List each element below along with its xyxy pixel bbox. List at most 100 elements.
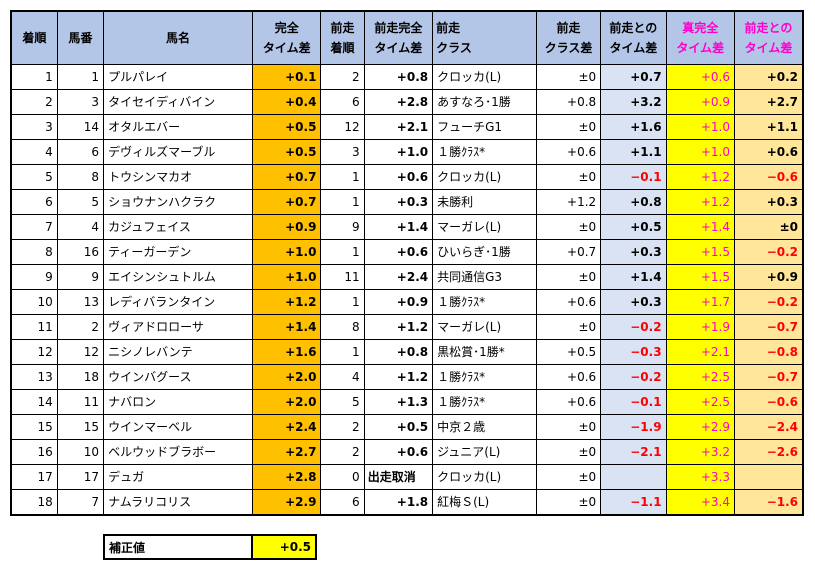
cell-prev-time-diff-2: −2.4 <box>733 414 804 440</box>
cell-horse-name: レディバランタイン <box>103 289 253 315</box>
cell-prev-complete-diff: +1.4 <box>363 214 434 240</box>
cell-horse-no: 11 <box>56 389 105 415</box>
cell-rank: 16 <box>9 439 58 465</box>
header-prev-time-diff: 前走との タイム差 <box>600 10 667 65</box>
cell-true-complete-diff: +1.2 <box>665 164 735 190</box>
cell-prev-time-diff: +0.3 <box>600 289 667 315</box>
cell-horse-name: オタルエバー <box>103 114 253 140</box>
cell-horse-name: ヴィアドロローサ <box>103 314 253 340</box>
header-horse-name: 馬名 <box>103 10 253 65</box>
cell-true-complete-diff: +1.0 <box>665 114 735 140</box>
cell-prev-class-diff: ±0 <box>535 489 602 516</box>
cell-horse-no: 1 <box>56 64 105 90</box>
cell-horse-no: 2 <box>56 314 105 340</box>
header-rank: 着順 <box>9 10 58 65</box>
cell-prev-class: １勝ｸﾗｽ* <box>432 139 537 165</box>
cell-complete-diff: +2.7 <box>251 439 322 465</box>
cell-complete-diff: +1.6 <box>251 339 322 365</box>
cell-rank: 5 <box>9 164 58 190</box>
cell-prev-class-diff: ±0 <box>535 164 602 190</box>
cell-rank: 17 <box>9 464 58 490</box>
cell-rank: 10 <box>9 289 58 315</box>
cell-prev-rank: 6 <box>320 489 365 516</box>
cell-prev-time-diff: −0.2 <box>600 364 667 390</box>
cell-prev-class-diff: +0.6 <box>535 289 602 315</box>
cell-prev-time-diff: −0.1 <box>600 389 667 415</box>
cell-horse-name: プルパレイ <box>103 64 253 90</box>
cell-horse-no: 5 <box>56 189 105 215</box>
cell-rank: 18 <box>9 489 58 516</box>
cell-horse-name: ティーガーデン <box>103 239 253 265</box>
cell-prev-class: あすなろ･1勝 <box>432 89 537 115</box>
cell-rank: 3 <box>9 114 58 140</box>
cell-complete-diff: +2.0 <box>251 389 322 415</box>
cell-prev-time-diff: +3.2 <box>600 89 667 115</box>
cell-true-complete-diff: +2.1 <box>665 339 735 365</box>
cell-prev-class-diff: +0.6 <box>535 389 602 415</box>
cell-horse-name: カジュフェイス <box>103 214 253 240</box>
cell-horse-no: 12 <box>56 339 105 365</box>
cell-prev-rank: 8 <box>320 314 365 340</box>
cell-prev-complete-diff: +0.5 <box>363 414 434 440</box>
cell-prev-time-diff-2: +0.6 <box>733 139 804 165</box>
cell-horse-name: タイセイディバイン <box>103 89 253 115</box>
cell-prev-complete-diff: +0.8 <box>363 339 434 365</box>
table-row: 12 12 ニシノレバンテ +1.6 1 +0.8 黒松賞･1勝* +0.5 −0.3 +2.1−… <box>9 339 804 365</box>
cell-rank: 8 <box>9 239 58 265</box>
cell-prev-time-diff-2: ±0 <box>733 214 804 240</box>
cell-true-complete-diff: +3.3 <box>665 464 735 490</box>
cell-prev-time-diff-2: −0.6 <box>733 164 804 190</box>
cell-prev-class: クロッカ(L) <box>432 464 537 490</box>
cell-prev-complete-diff: +0.6 <box>363 439 434 465</box>
cell-prev-class: １勝ｸﾗｽ* <box>432 289 537 315</box>
cell-prev-time-diff: +0.8 <box>600 189 667 215</box>
correction-label: 補正値 <box>103 534 253 560</box>
cell-prev-class-diff: ±0 <box>535 214 602 240</box>
cell-prev-rank: 0 <box>320 464 365 490</box>
cell-true-complete-diff: +1.5 <box>665 239 735 265</box>
cell-prev-class-diff: +0.7 <box>535 239 602 265</box>
table-row: 1 1 プルパレイ +0.1 2 +0.8 クロッカ(L) ±0 +0.7 +0.6 +0.2 <box>9 64 804 90</box>
cell-prev-complete-diff: +2.4 <box>363 264 434 290</box>
cell-prev-time-diff: +0.7 <box>600 64 667 90</box>
cell-horse-no: 14 <box>56 114 105 140</box>
cell-complete-diff: +0.7 <box>251 164 322 190</box>
cell-prev-class-diff: +1.2 <box>535 189 602 215</box>
cell-prev-class: マーガレ(L) <box>432 214 537 240</box>
cell-prev-class: フューチG1 <box>432 114 537 140</box>
correction-value: +0.5 <box>251 534 317 560</box>
cell-prev-class-diff: ±0 <box>535 464 602 490</box>
cell-true-complete-diff: +3.4 <box>665 489 735 516</box>
cell-prev-rank: 1 <box>320 339 365 365</box>
cell-rank: 13 <box>9 364 58 390</box>
cell-horse-no: 15 <box>56 414 105 440</box>
cell-prev-class: 中京２歳 <box>432 414 537 440</box>
cell-horse-name: デュガ <box>103 464 253 490</box>
table-row: 8 16 ティーガーデン +1.0 1 +0.6 ひいらぎ･1勝 +0.7 +0.3 +1.5 −0… <box>9 239 804 265</box>
cell-prev-time-diff: −2.1 <box>600 439 667 465</box>
cell-rank: 9 <box>9 264 58 290</box>
cell-prev-complete-diff: 出走取消 <box>363 464 434 490</box>
cell-prev-complete-diff: +0.3 <box>363 189 434 215</box>
cell-horse-name: エイシンシュトルム <box>103 264 253 290</box>
header-prev-class-diff: 前走 クラス差 <box>535 10 602 65</box>
cell-prev-complete-diff: +2.1 <box>363 114 434 140</box>
cell-horse-no: 10 <box>56 439 105 465</box>
cell-horse-no: 3 <box>56 89 105 115</box>
cell-prev-time-diff-2: −0.2 <box>733 289 804 315</box>
cell-rank: 12 <box>9 339 58 365</box>
cell-true-complete-diff: +0.6 <box>665 64 735 90</box>
cell-rank: 6 <box>9 189 58 215</box>
cell-prev-time-diff-2: +1.1 <box>733 114 804 140</box>
cell-complete-diff: +0.4 <box>251 89 322 115</box>
table-row: 3 14 オタルエバー +0.5 12 +2.1 フューチG1 ±0 +1.6 +1.0 +1.1 <box>9 114 804 140</box>
cell-rank: 14 <box>9 389 58 415</box>
cell-rank: 1 <box>9 64 58 90</box>
cell-prev-time-diff-2: −2.6 <box>733 439 804 465</box>
cell-prev-rank: 1 <box>320 164 365 190</box>
table-row: 5 8 トウシンマカオ +0.7 1 +0.6 クロッカ(L) ±0 −0.1 +1.2 −0.6 <box>9 164 804 190</box>
header-prev-rank: 前走 着順 <box>320 10 365 65</box>
correction-box: 補正値 +0.5 <box>103 534 317 560</box>
table-row: 2 3 タイセイディバイン +0.4 6 +2.8 あすなろ･1勝 +0.8 +3.2 +0.9 +… <box>9 89 804 115</box>
cell-prev-time-diff-2: −0.7 <box>733 314 804 340</box>
